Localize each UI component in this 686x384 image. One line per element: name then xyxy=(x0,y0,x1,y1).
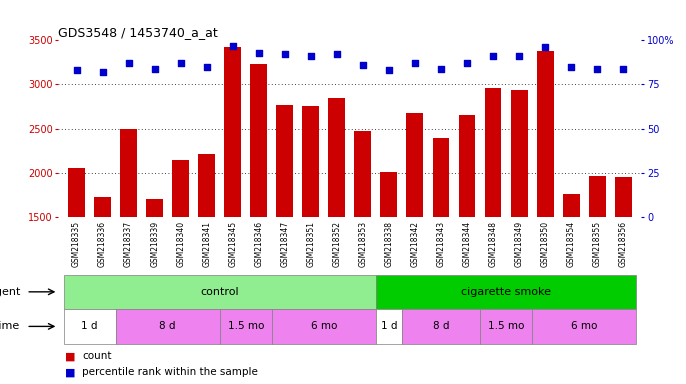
Bar xyxy=(376,309,402,344)
Point xyxy=(617,66,628,72)
Bar xyxy=(115,309,220,344)
Point xyxy=(97,69,108,75)
Point xyxy=(488,53,499,59)
Bar xyxy=(220,309,272,344)
Text: 1.5 mo: 1.5 mo xyxy=(488,321,524,331)
Point xyxy=(331,51,342,58)
Point xyxy=(462,60,473,66)
Text: 8 d: 8 d xyxy=(433,321,449,331)
Text: 6 mo: 6 mo xyxy=(571,321,598,331)
Bar xyxy=(276,105,293,349)
Bar xyxy=(329,98,345,349)
Point xyxy=(123,60,134,66)
Text: control: control xyxy=(200,287,239,297)
Text: 1 d: 1 d xyxy=(381,321,397,331)
Text: 1 d: 1 d xyxy=(82,321,98,331)
Bar xyxy=(146,199,163,349)
Point xyxy=(201,64,212,70)
Text: ■: ■ xyxy=(65,351,75,361)
Text: agent: agent xyxy=(0,287,21,297)
Bar xyxy=(272,309,376,344)
Text: 8 d: 8 d xyxy=(159,321,176,331)
Point xyxy=(383,67,394,73)
Point xyxy=(591,66,602,72)
Bar xyxy=(402,309,480,344)
Bar xyxy=(64,275,376,309)
Bar xyxy=(250,64,268,349)
Point xyxy=(540,44,551,50)
Bar xyxy=(615,177,632,349)
Point xyxy=(566,64,577,70)
Bar xyxy=(563,194,580,349)
Bar xyxy=(68,167,85,349)
Text: 6 mo: 6 mo xyxy=(311,321,337,331)
Bar xyxy=(510,90,528,349)
Text: percentile rank within the sample: percentile rank within the sample xyxy=(82,367,258,377)
Point xyxy=(436,66,447,72)
Bar xyxy=(376,275,636,309)
Bar xyxy=(432,138,449,349)
Bar xyxy=(198,154,215,349)
Bar xyxy=(480,309,532,344)
Point xyxy=(253,50,264,56)
Point xyxy=(305,53,316,59)
Bar xyxy=(484,88,501,349)
Point xyxy=(175,60,186,66)
Point xyxy=(357,62,368,68)
Text: cigarette smoke: cigarette smoke xyxy=(461,287,551,297)
Bar xyxy=(355,131,371,349)
Point xyxy=(279,51,290,58)
Text: GDS3548 / 1453740_a_at: GDS3548 / 1453740_a_at xyxy=(58,26,218,39)
Bar xyxy=(458,114,475,349)
Point xyxy=(410,60,421,66)
Bar xyxy=(536,51,554,349)
Text: count: count xyxy=(82,351,112,361)
Bar xyxy=(303,106,319,349)
Bar xyxy=(381,172,397,349)
Point xyxy=(71,67,82,73)
Text: 1.5 mo: 1.5 mo xyxy=(228,321,264,331)
Bar xyxy=(224,46,241,349)
Bar xyxy=(64,309,115,344)
Bar xyxy=(94,197,111,349)
Point xyxy=(227,43,238,49)
Bar xyxy=(589,176,606,349)
Text: ■: ■ xyxy=(65,367,75,377)
Point xyxy=(514,53,525,59)
Bar xyxy=(120,129,137,349)
Bar xyxy=(172,160,189,349)
Bar xyxy=(532,309,636,344)
Bar xyxy=(407,113,423,349)
Point xyxy=(149,66,160,72)
Text: time: time xyxy=(0,321,21,331)
